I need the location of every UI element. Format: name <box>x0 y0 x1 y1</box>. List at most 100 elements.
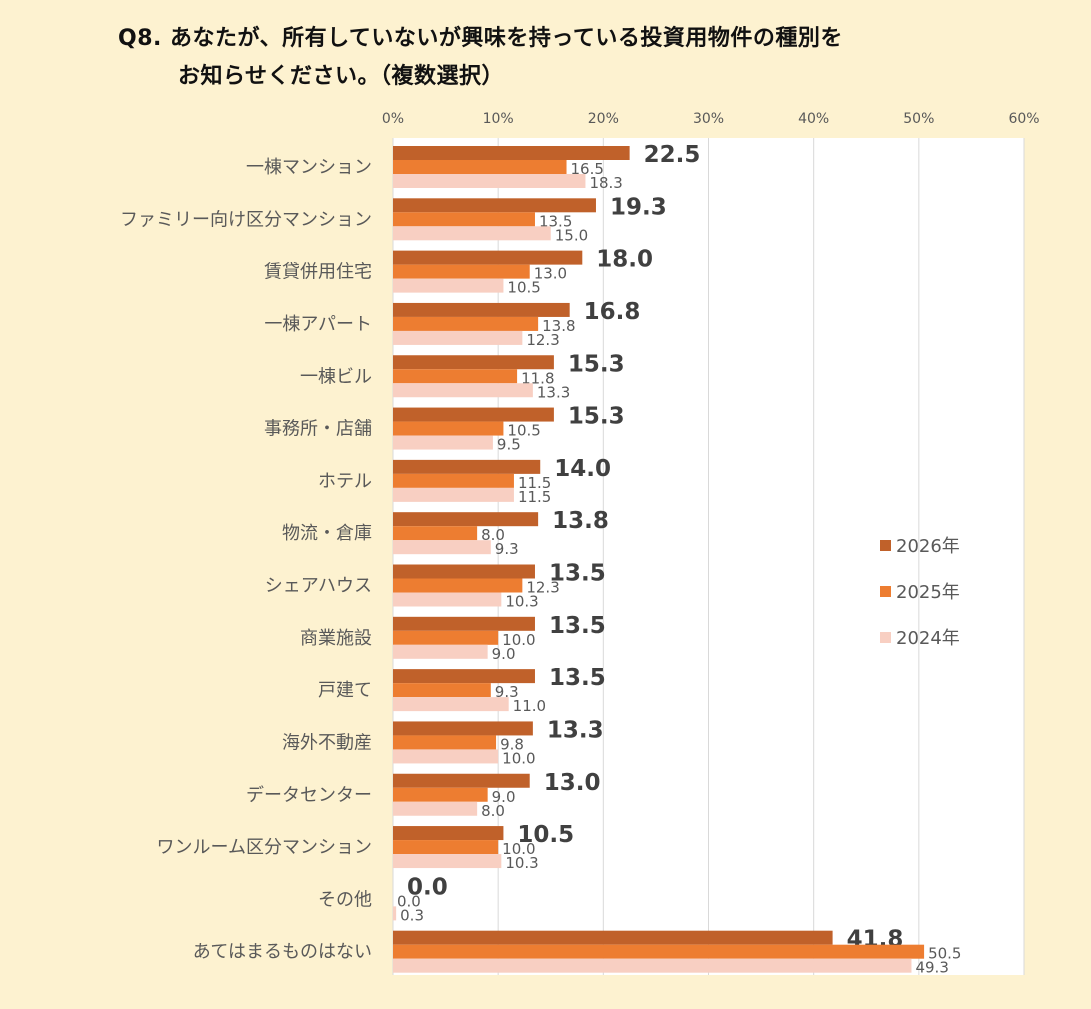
data-label: 15.3 <box>568 351 625 377</box>
data-label: 10.5 <box>507 279 540 297</box>
x-tick-label: 0% <box>382 111 404 127</box>
data-label: 13.5 <box>549 561 606 587</box>
data-label: 13.8 <box>552 508 609 534</box>
x-tick-label: 60% <box>1008 111 1039 127</box>
bar-2025年 <box>393 787 488 802</box>
category-label: 一棟アパート <box>264 314 372 335</box>
bar-2024年 <box>393 958 912 973</box>
category-label: ホテル <box>318 471 372 492</box>
bar-2025年 <box>393 840 499 855</box>
data-label: 13.5 <box>549 665 606 691</box>
data-label: 15.0 <box>555 226 588 244</box>
category-label: シェアハウス <box>265 576 372 597</box>
bar-2024年 <box>393 854 502 869</box>
data-label: 13.0 <box>534 265 567 283</box>
category-label: 商業施設 <box>300 628 372 649</box>
data-label: 13.5 <box>549 613 606 639</box>
bar-2026年 <box>393 564 535 579</box>
data-label: 49.3 <box>915 959 948 977</box>
bar-2024年 <box>393 226 551 241</box>
bar-2025年 <box>393 735 497 750</box>
data-label: 18.0 <box>596 247 653 273</box>
data-label: 12.3 <box>526 331 559 349</box>
data-label: 10.0 <box>502 749 535 767</box>
data-label: 15.3 <box>568 404 625 430</box>
data-label: 14.0 <box>554 456 611 482</box>
data-label: 13.8 <box>542 317 575 335</box>
legend-label: 2025年 <box>896 582 960 603</box>
category-label: 海外不動産 <box>282 732 372 753</box>
data-label: 12.3 <box>526 579 559 597</box>
bar-2025年 <box>393 212 535 227</box>
bar-2024年 <box>393 906 397 921</box>
data-label: 16.5 <box>571 160 604 178</box>
bar-2024年 <box>393 801 478 816</box>
bar-2025年 <box>393 316 539 331</box>
bar-2024年 <box>393 174 586 188</box>
data-label: 22.5 <box>644 142 701 168</box>
bar-2024年 <box>393 330 523 345</box>
data-label: 10.0 <box>502 631 535 649</box>
data-label: 10.5 <box>517 822 574 848</box>
data-label: 9.8 <box>500 735 524 753</box>
bar-2026年 <box>393 616 535 631</box>
category-label: あてはまるものはない <box>193 942 372 963</box>
bar-2026年 <box>393 302 570 317</box>
x-tick-label: 50% <box>903 111 934 127</box>
bar-2025年 <box>393 526 478 541</box>
bar-2024年 <box>393 697 509 712</box>
bar-2025年 <box>393 578 523 593</box>
data-label: 11.5 <box>518 474 551 492</box>
bar-2026年 <box>393 669 535 684</box>
bar-2026年 <box>393 512 539 527</box>
bar-2025年 <box>393 473 514 488</box>
data-label: 50.5 <box>928 945 961 963</box>
bar-2024年 <box>393 592 502 607</box>
legend-label: 2026年 <box>896 536 960 557</box>
data-label: 13.5 <box>539 212 572 230</box>
bar-2026年 <box>393 355 554 370</box>
legend-swatch <box>880 586 891 597</box>
legend-swatch <box>880 540 891 551</box>
data-label: 18.3 <box>589 174 622 192</box>
x-tick-label: 10% <box>483 111 514 127</box>
data-label: 13.0 <box>544 770 601 796</box>
data-label: 8.0 <box>481 802 505 820</box>
bar-2025年 <box>393 369 518 384</box>
bar-2025年 <box>393 160 567 174</box>
category-label: 戸建て <box>318 680 372 701</box>
bar-2024年 <box>393 435 493 450</box>
bar-2024年 <box>393 644 488 659</box>
category-label: その他 <box>318 889 372 910</box>
data-label: 10.3 <box>505 593 538 611</box>
bar-2024年 <box>393 749 499 764</box>
bar-2024年 <box>393 540 491 555</box>
chart-title-line1: Q8. あなたが、所有していないが興味を持っている投資用物件の種別を <box>118 26 843 51</box>
category-label: ファミリー向け区分マンション <box>120 209 372 230</box>
data-label: 9.5 <box>497 436 521 454</box>
data-label: 0.3 <box>400 906 424 924</box>
bar-2024年 <box>393 278 504 293</box>
category-label: 一棟ビル <box>300 366 372 387</box>
bar-2026年 <box>393 250 583 265</box>
data-label: 11.0 <box>513 697 546 715</box>
bar-2026年 <box>393 459 541 474</box>
chart-title-line2: お知らせください。（複数選択） <box>178 64 505 89</box>
x-tick-label: 30% <box>693 111 724 127</box>
bar-2026年 <box>393 773 530 788</box>
data-label: 13.3 <box>537 383 570 401</box>
data-label: 10.5 <box>507 422 540 440</box>
data-label: 8.0 <box>481 526 505 544</box>
bar-2024年 <box>393 487 514 502</box>
bar-2026年 <box>393 930 833 945</box>
legend-swatch <box>880 632 891 643</box>
bar-2026年 <box>393 407 554 422</box>
category-label: 賃貸併用住宅 <box>264 262 372 283</box>
bar-2026年 <box>393 146 630 160</box>
bar-2025年 <box>393 630 499 645</box>
data-label: 0.0 <box>407 874 448 900</box>
category-label: 事務所・店舗 <box>264 419 372 440</box>
bar-2025年 <box>393 264 530 279</box>
data-label: 10.0 <box>502 840 535 858</box>
